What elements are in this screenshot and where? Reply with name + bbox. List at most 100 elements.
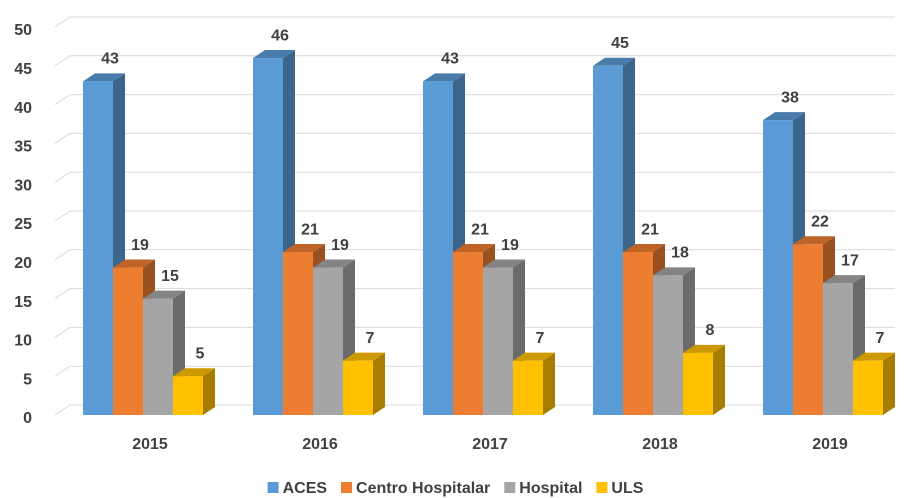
data-label: 19 — [331, 237, 349, 254]
y-tick-label: 20 — [14, 255, 32, 272]
bar-top — [683, 344, 725, 353]
data-label: 45 — [611, 35, 629, 52]
bar-front — [173, 376, 203, 415]
data-label: 18 — [671, 245, 689, 262]
bar-front — [683, 352, 713, 415]
y-tick-label: 5 — [23, 371, 32, 388]
data-label: 43 — [441, 51, 459, 68]
bar-front — [763, 120, 793, 416]
x-tick-label: 2019 — [812, 436, 848, 453]
bar — [83, 73, 125, 415]
bar-front — [313, 267, 343, 415]
x-tick-label: 2016 — [302, 436, 338, 453]
bar-side — [713, 344, 725, 415]
bar-top — [483, 259, 525, 268]
bar-top — [623, 244, 665, 253]
bar-top — [793, 236, 835, 245]
bar-top — [83, 73, 125, 82]
legend-swatch — [596, 482, 608, 493]
bar-front — [453, 252, 483, 415]
bar — [853, 352, 895, 415]
bar — [683, 344, 725, 415]
bar-front — [593, 65, 623, 416]
bar-front — [823, 283, 853, 415]
bar-front — [343, 360, 373, 415]
bar-top — [853, 352, 895, 361]
bar — [343, 352, 385, 415]
y-tick-label: 45 — [14, 61, 32, 78]
bar-front — [853, 360, 883, 415]
x-tick-label: 2015 — [132, 436, 168, 453]
bar-front — [483, 267, 513, 415]
y-tick-label: 15 — [14, 294, 32, 311]
bar-side — [883, 352, 895, 415]
x-tick-label: 2018 — [642, 436, 678, 453]
bar-top — [423, 73, 465, 82]
data-label: 21 — [301, 221, 319, 238]
y-tick-label: 35 — [14, 139, 32, 156]
legend-label: ACES — [283, 480, 328, 497]
data-label: 7 — [366, 330, 375, 347]
grid-line — [54, 94, 895, 106]
bar-top — [283, 244, 325, 253]
bar-front — [83, 81, 113, 415]
data-label: 7 — [876, 330, 885, 347]
y-tick-label: 25 — [14, 216, 32, 233]
bar-front — [623, 252, 653, 415]
bar-side — [543, 352, 555, 415]
bar-top — [173, 368, 215, 377]
bar-top — [593, 57, 635, 66]
data-label: 43 — [101, 51, 119, 68]
data-label: 15 — [161, 268, 179, 285]
legend-swatch — [504, 482, 516, 493]
bar-front — [653, 275, 683, 415]
bar-top — [253, 50, 295, 59]
y-tick-label: 10 — [14, 333, 32, 350]
bar-top — [513, 352, 555, 361]
bar-top — [313, 259, 355, 268]
bar-front — [423, 81, 453, 415]
data-label: 5 — [196, 345, 205, 362]
bar-front — [253, 58, 283, 415]
bar-top — [763, 112, 805, 121]
bar — [513, 352, 555, 415]
legend-label: ULS — [611, 480, 643, 497]
data-label: 8 — [706, 322, 715, 339]
x-tick-label: 2017 — [472, 436, 508, 453]
bar-top — [343, 352, 385, 361]
bar-top — [653, 267, 695, 276]
bar-side — [373, 352, 385, 415]
bar-front — [143, 298, 173, 415]
bar-front — [513, 360, 543, 415]
legend-swatch — [341, 482, 353, 493]
bar-top — [143, 290, 185, 299]
y-tick-label: 0 — [23, 410, 32, 427]
data-label: 22 — [811, 213, 829, 230]
data-label: 19 — [501, 237, 519, 254]
data-label: 46 — [271, 27, 289, 44]
y-tick-label: 40 — [14, 100, 32, 117]
data-label: 19 — [131, 237, 149, 254]
y-tick-label: 50 — [14, 22, 32, 39]
bar-front — [113, 267, 143, 415]
data-label: 21 — [641, 221, 659, 238]
grid-line — [54, 55, 895, 67]
bar-top — [823, 275, 865, 284]
bar — [173, 368, 215, 415]
bar-top — [113, 259, 155, 268]
y-tick-label: 30 — [14, 177, 32, 194]
legend-swatch — [267, 482, 279, 493]
bar-top — [453, 244, 495, 253]
legend-label: Centro Hospitalar — [356, 480, 490, 497]
grid-line — [54, 16, 895, 28]
bar-front — [283, 252, 313, 415]
bar-side — [203, 368, 215, 415]
data-label: 17 — [841, 252, 859, 269]
legend-label: Hospital — [519, 480, 582, 497]
data-label: 38 — [781, 89, 799, 106]
data-label: 7 — [536, 330, 545, 347]
bar-front — [793, 244, 823, 415]
data-label: 21 — [471, 221, 489, 238]
legend: ACES Centro Hospitalar Hospital ULS — [267, 480, 644, 497]
